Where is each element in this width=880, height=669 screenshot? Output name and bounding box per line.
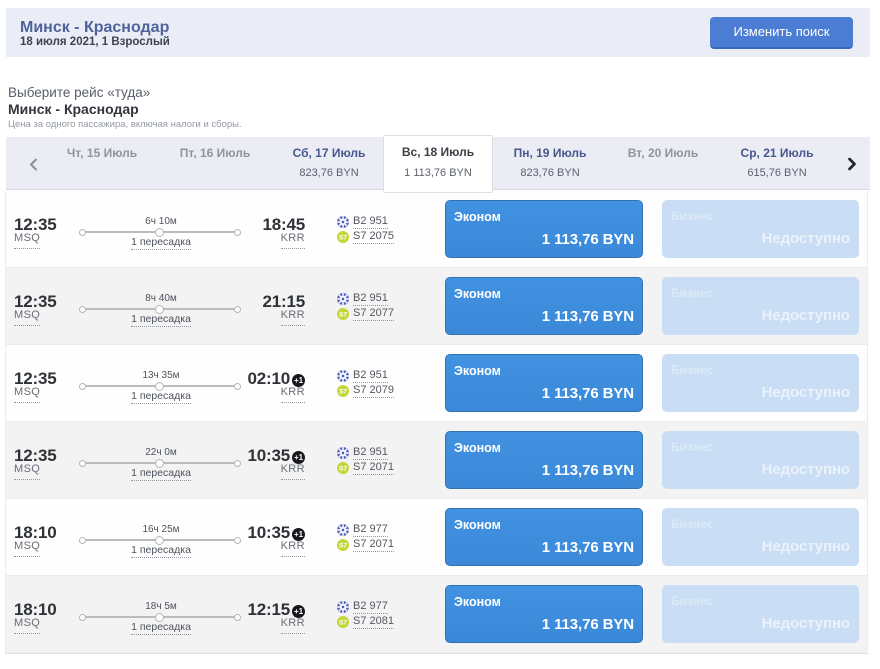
svg-text:S7: S7 [339, 235, 347, 242]
svg-text:S7: S7 [339, 312, 347, 319]
svg-text:S7: S7 [339, 543, 347, 550]
svg-text:S7: S7 [339, 620, 347, 627]
svg-text:S7: S7 [339, 466, 347, 473]
svg-text:S7: S7 [339, 389, 347, 396]
